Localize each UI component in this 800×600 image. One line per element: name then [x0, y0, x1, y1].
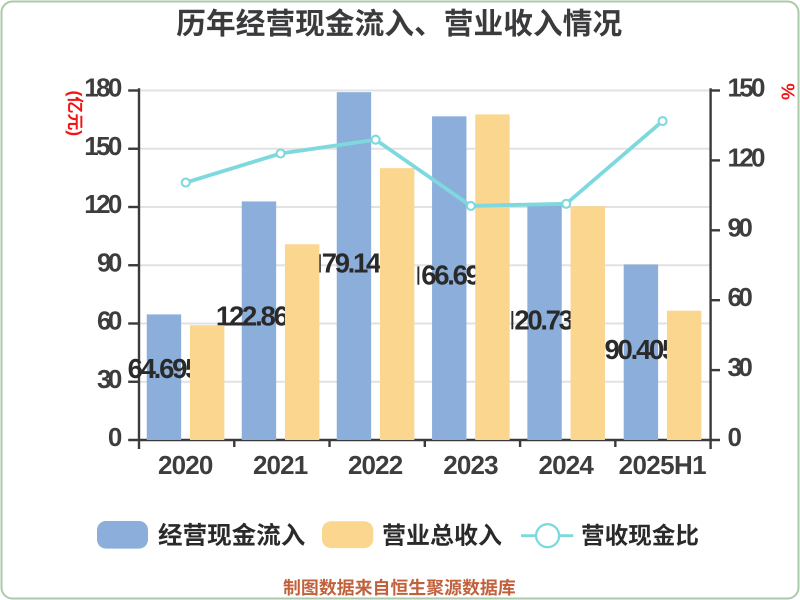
svg-text:60: 60	[97, 306, 122, 336]
svg-text:64.695: 64.695	[128, 353, 201, 384]
svg-text:20.73: 20.73	[514, 304, 574, 335]
svg-text:2022: 2022	[348, 450, 403, 480]
svg-text:66.69: 66.69	[421, 260, 481, 291]
svg-text:2023: 2023	[443, 450, 498, 480]
svg-text:(: (	[65, 91, 85, 97]
svg-text:90: 90	[97, 247, 122, 277]
svg-text:120: 120	[84, 189, 122, 219]
svg-text:2021: 2021	[253, 450, 308, 480]
svg-text:0: 0	[108, 422, 122, 452]
svg-text:2024: 2024	[539, 450, 595, 480]
svg-text:): )	[65, 130, 85, 136]
svg-text:60: 60	[728, 282, 753, 312]
svg-text:180: 180	[84, 73, 122, 103]
svg-text:%: %	[778, 83, 799, 100]
svg-text:30: 30	[97, 364, 122, 394]
svg-text:2020: 2020	[158, 450, 213, 480]
svg-text:120: 120	[728, 142, 766, 172]
svg-text:90: 90	[728, 212, 753, 242]
svg-text:150: 150	[84, 131, 122, 161]
svg-text:30: 30	[728, 352, 753, 382]
svg-text:79.14: 79.14	[322, 248, 382, 279]
svg-text:90.405: 90.405	[605, 334, 678, 365]
svg-text:150: 150	[728, 73, 766, 103]
svg-text:0: 0	[728, 422, 742, 452]
svg-text:2025H1: 2025H1	[619, 450, 707, 480]
